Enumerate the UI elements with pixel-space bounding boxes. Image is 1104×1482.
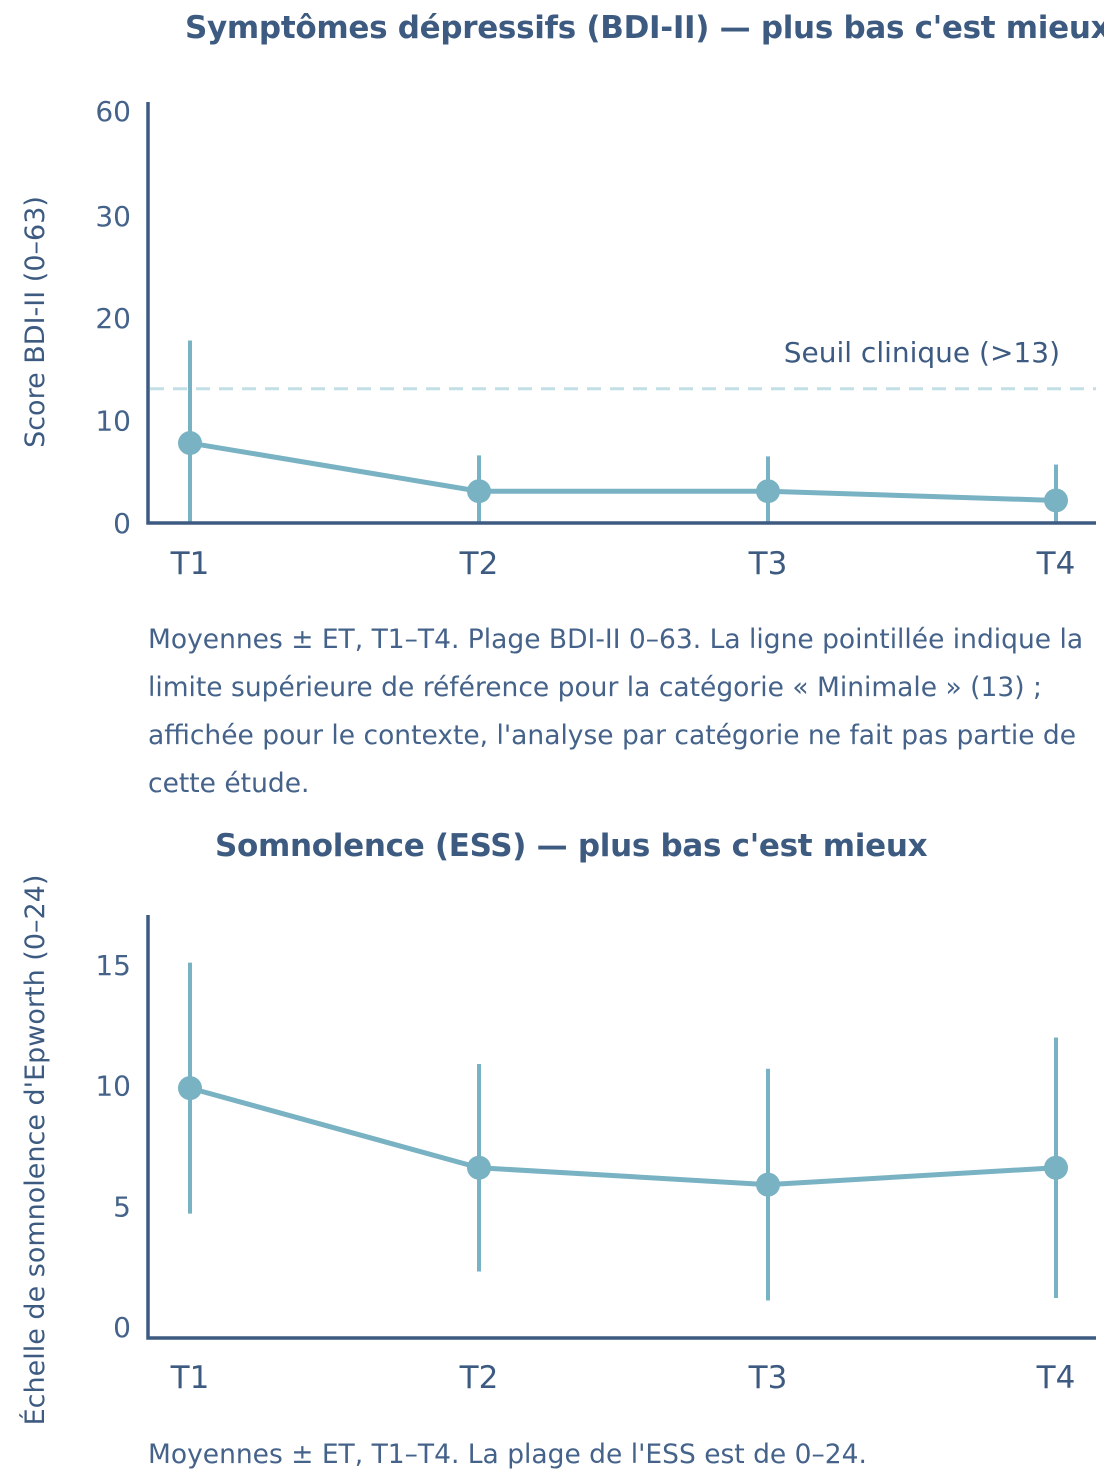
y-tick-label: 60 — [95, 95, 131, 128]
x-tick-label: T1 — [170, 546, 210, 582]
series-line-ess — [187, 1085, 1059, 1188]
chart-1-caption: Moyennes ± ET, T1–T4. Plage BDI-II 0–63.… — [148, 624, 1084, 799]
chart-2-caption: Moyennes ± ET, T1–T4. La plage de l'ESS … — [148, 1439, 867, 1470]
data-point — [178, 1076, 202, 1101]
x-tick-label: T3 — [748, 1360, 788, 1396]
chart-2-title: Somnolence (ESS) — plus bas c'est mieux — [215, 828, 928, 864]
data-point — [756, 479, 780, 504]
chart-1-title: Symptômes dépressifs (BDI-II) — plus bas… — [185, 10, 1104, 46]
threshold-label: Seuil clinique (>13) — [784, 336, 1060, 369]
y-tick-label: 10 — [95, 1070, 131, 1103]
chart-1-axes — [146, 102, 1096, 525]
data-point — [178, 431, 202, 456]
x-tick-label: T3 — [748, 546, 788, 582]
x-tick-label: T2 — [459, 1360, 499, 1396]
y-tick-label: 0 — [113, 507, 131, 540]
y-tick-label: 15 — [95, 949, 131, 982]
data-point — [756, 1172, 780, 1197]
data-point — [1044, 488, 1068, 513]
chart-2-y-axis-label: Échelle de somnolence d'Epworth (0–24) — [19, 875, 51, 1426]
x-tick-label: T2 — [459, 546, 499, 582]
x-tick-label: T4 — [1036, 546, 1076, 582]
data-point — [467, 479, 491, 504]
x-tick-label: T1 — [170, 1360, 210, 1396]
chart-2-axes — [146, 915, 1096, 1340]
chart-2-ess: 0 5 10 15 T1 T2 T3 T4 Échelle de somnolence d'… — [19, 875, 1096, 1426]
series-line-bdi — [187, 440, 1059, 503]
y-tick-label: 30 — [95, 200, 131, 233]
y-tick-label: 20 — [95, 302, 131, 335]
y-tick-label: 5 — [113, 1190, 131, 1223]
y-tick-label: 0 — [113, 1311, 131, 1344]
data-point — [1044, 1155, 1068, 1180]
y-tick-label: 10 — [95, 405, 131, 438]
data-point — [467, 1155, 491, 1180]
x-tick-label: T4 — [1036, 1360, 1076, 1396]
chart-1-y-axis-label: Score BDI-II (0–63) — [20, 196, 51, 448]
